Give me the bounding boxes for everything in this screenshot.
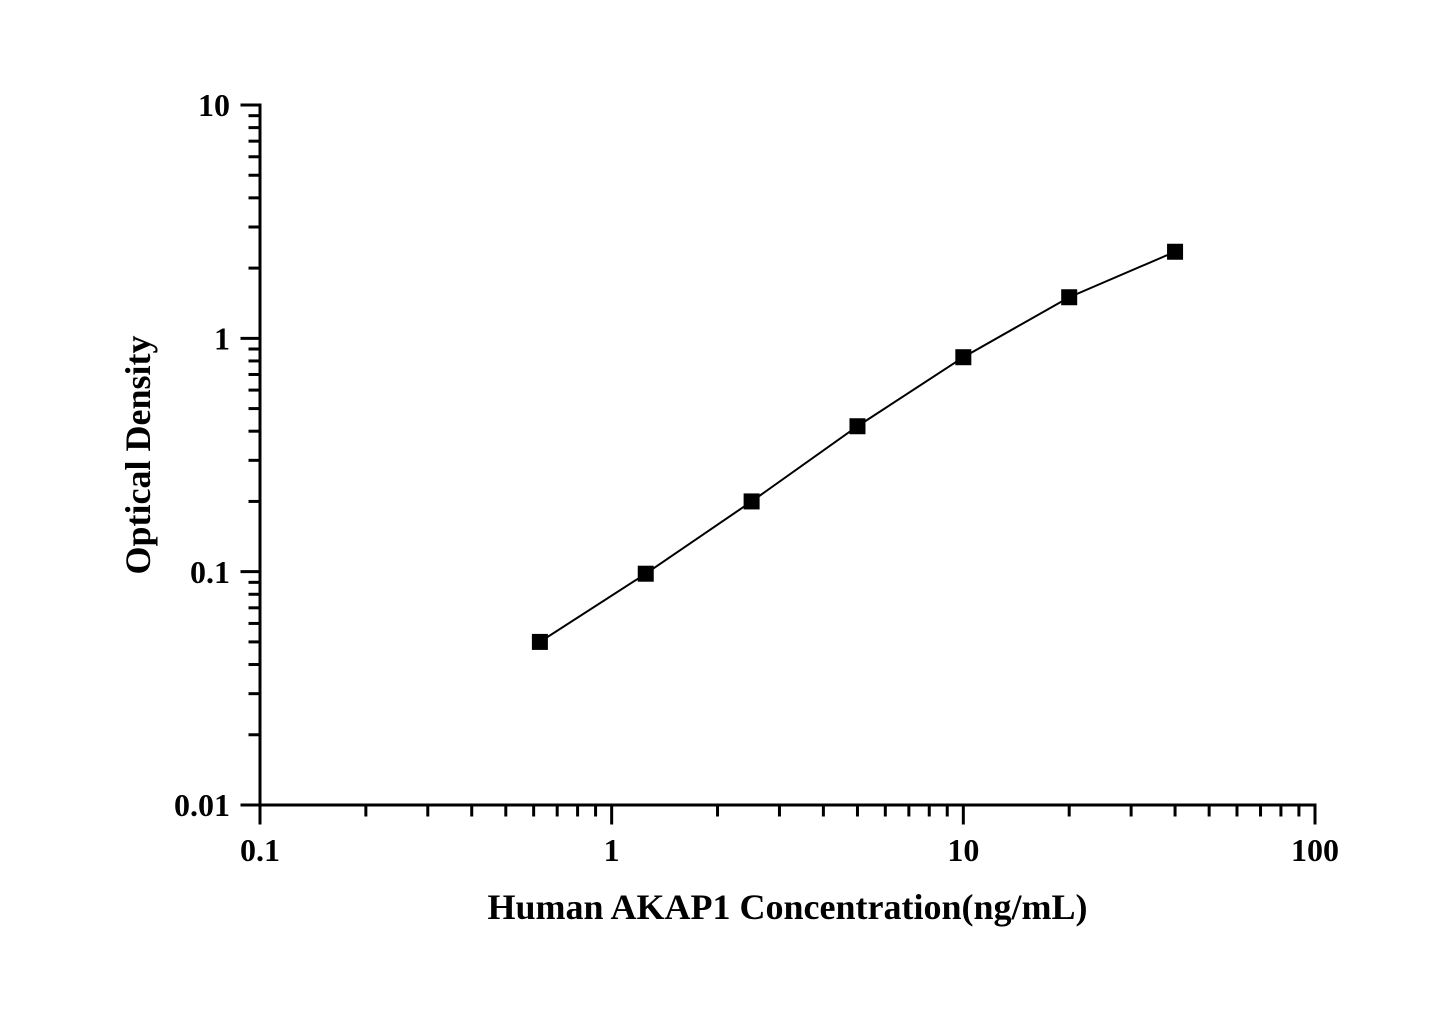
- x-tick-label: 10: [947, 832, 979, 868]
- x-tick-label: 100: [1291, 832, 1339, 868]
- data-marker: [532, 634, 548, 650]
- standard-curve-chart: 0.1 1 10 100 0.01 0.1 1 10 Human AKAP1 Concentra…: [0, 0, 1445, 1009]
- chart-background: [0, 0, 1445, 1009]
- data-marker: [638, 566, 654, 582]
- y-tick-label: 0.01: [174, 787, 230, 823]
- data-marker: [744, 493, 760, 509]
- data-marker: [955, 349, 971, 365]
- y-tick-label: 10: [198, 87, 230, 123]
- x-tick-label: 0.1: [240, 832, 280, 868]
- x-tick-label: 1: [604, 832, 620, 868]
- y-tick-label: 1: [214, 321, 230, 357]
- data-marker: [849, 418, 865, 434]
- chart-container: 0.1 1 10 100 0.01 0.1 1 10 Human AKAP1 Concentra…: [0, 0, 1445, 1009]
- x-axis-label: Human AKAP1 Concentration(ng/mL): [487, 887, 1087, 927]
- y-tick-label: 0.1: [190, 554, 230, 590]
- data-marker: [1167, 244, 1183, 260]
- data-marker: [1061, 289, 1077, 305]
- y-axis-label: Optical Density: [118, 336, 158, 575]
